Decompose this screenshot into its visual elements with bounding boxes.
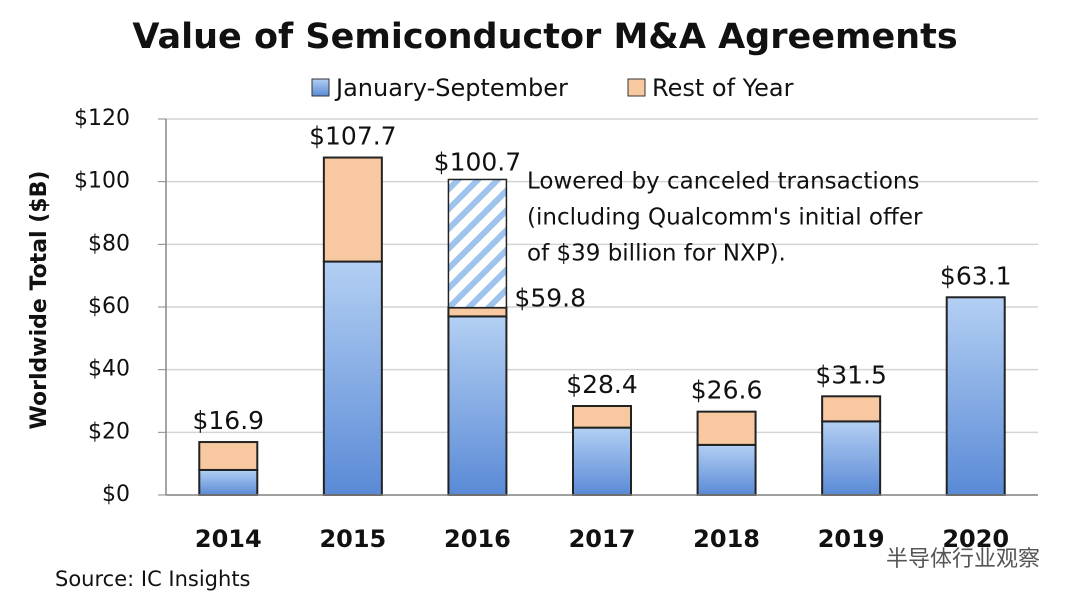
legend-label: Rest of Year [652,74,794,102]
total-label: $28.4 [566,370,638,399]
legend-label: January-September [334,74,568,102]
total-label: $31.5 [815,360,887,389]
legend-swatch [627,78,646,97]
bar-segment [572,405,632,429]
x-tick-label: 2017 [569,525,636,553]
y-tick-label: $40 [88,357,130,382]
source: Source: IC Insights [55,567,251,591]
bar-segment [945,296,1006,496]
y-tick-label: $100 [74,169,130,194]
canceled-total-label: $100.7 [434,147,521,176]
bar-segment [821,420,882,496]
total-label: $59.8 [514,284,586,313]
x-tick-label: 2014 [195,525,262,553]
bar-segment [322,156,383,263]
y-tick-label: $20 [88,419,130,444]
bar-segment [322,260,383,497]
annotation: Lowered by canceled transactions [527,169,919,195]
bar-segment [447,315,508,496]
annotation: (including Qualcomm's initial offer [527,205,923,231]
chart-title: Value of Semiconductor M&A Agreements [132,17,957,57]
watermark: 半导体行业观察 [886,547,1040,572]
x-tick-label: 2015 [319,525,386,553]
bar-segment [821,395,882,423]
x-tick-label: 2016 [444,525,511,553]
legend-swatch [311,78,330,97]
bar-segment [198,441,259,471]
bar-segment [696,443,757,497]
y-tick-label: $120 [74,106,130,131]
total-label: $26.6 [691,376,763,405]
y-tick-label: $0 [102,482,130,507]
y-axis-title: Worldwide Total ($B) [27,171,52,430]
x-tick-label: 2019 [818,525,885,553]
x-tick-label: 2020 [942,525,1009,553]
bar-segment [696,410,757,446]
total-label: $63.1 [940,261,1012,290]
bar-segment [447,306,508,318]
canceled-segment [447,178,508,309]
total-label: $107.7 [309,122,396,151]
bar-segment [572,426,632,496]
total-label: $16.9 [192,406,264,435]
y-tick-label: $80 [88,231,130,256]
bar-segment [198,468,259,496]
y-tick-label: $60 [88,294,130,319]
annotation: of $39 billion for NXP). [527,241,786,267]
x-tick-label: 2018 [693,525,760,553]
